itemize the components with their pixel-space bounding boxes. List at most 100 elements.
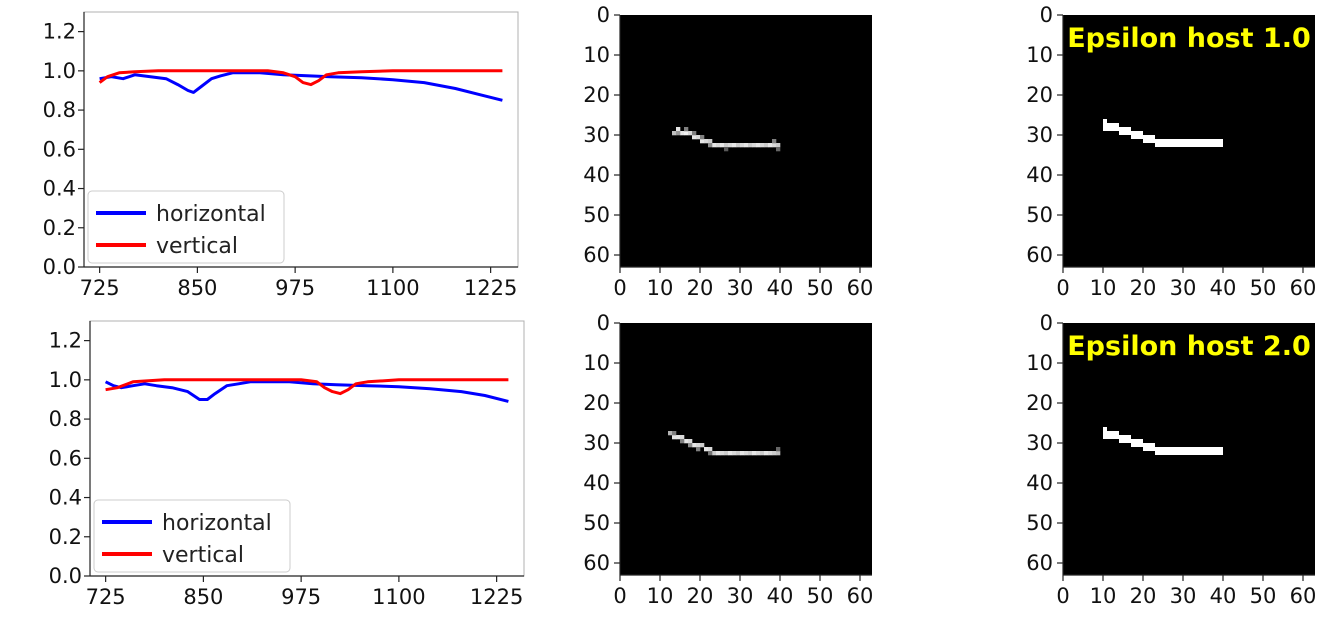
bottom-middle-x-tick-label: 10 (647, 584, 674, 608)
top-left-x-tick-label: 725 (80, 276, 120, 300)
top-middle-x-tick-label: 40 (767, 276, 794, 300)
bottom-right-stroke-segment (1143, 443, 1155, 451)
bottom-left-x-tick-label: 1100 (372, 585, 425, 609)
bottom-middle-stroke-pixel (708, 451, 713, 456)
bottom-right-x-tick-label: 20 (1130, 584, 1157, 608)
bottom-middle-stroke-pixel (736, 451, 741, 456)
bottom-left-x-tick-label: 850 (183, 585, 223, 609)
top-middle-stroke-pixel (772, 139, 777, 144)
top-middle-stroke-pixel (700, 135, 705, 140)
bottom-right-x-tick-label: 30 (1170, 584, 1197, 608)
top-middle-stroke-pixel (692, 131, 697, 136)
top-middle-stroke-pixel (740, 143, 745, 148)
top-middle-stroke-pixel (684, 127, 689, 132)
top-middle-y-tick-label: 40 (583, 163, 610, 187)
top-middle-y-tick-label: 10 (583, 43, 610, 67)
bottom-middle-stroke-pixel (684, 439, 689, 444)
bottom-middle-stroke-pixel (680, 439, 685, 444)
bottom-left-y-tick-label: 1.2 (49, 329, 82, 353)
bottom-middle-x-tick-label: 40 (767, 584, 794, 608)
top-right-image-title: Epsilon host 1.0 (1067, 23, 1311, 54)
top-middle-y-tick-label: 20 (583, 83, 610, 107)
top-right-x-tick-label: 20 (1130, 276, 1157, 300)
top-middle-image-background (620, 15, 872, 267)
top-middle-stroke-pixel (724, 147, 729, 152)
bottom-right-x-tick-label: 10 (1090, 584, 1117, 608)
bottom-right-x-tick-label: 60 (1290, 584, 1317, 608)
top-left-legend-label-horizontal: horizontal (156, 202, 266, 227)
top-middle-x-tick-label: 20 (687, 276, 714, 300)
bottom-left-y-tick-label: 0.0 (49, 564, 82, 588)
top-middle-x-tick-label: 50 (807, 276, 834, 300)
top-middle-stroke-pixel (768, 143, 773, 148)
bottom-middle-stroke-pixel (668, 431, 673, 436)
bottom-middle-stroke-pixel (672, 431, 677, 436)
top-middle-y-tick-label: 30 (583, 123, 610, 147)
bottom-middle-stroke-pixel (744, 451, 749, 456)
top-middle-stroke-pixel (776, 143, 781, 148)
top-middle-y-tick-label: 0 (597, 3, 610, 27)
top-middle-stroke-pixel (760, 143, 765, 148)
top-middle-stroke-pixel (708, 143, 713, 148)
top-right-y-tick-label: 30 (1026, 123, 1053, 147)
bottom-middle-stroke-pixel (740, 451, 745, 456)
bottom-left-y-tick-label: 0.8 (49, 407, 82, 431)
bottom-right-stroke-segment (1119, 435, 1131, 443)
top-middle-stroke-pixel (772, 143, 777, 148)
bottom-middle-stroke-pixel (696, 443, 701, 448)
bottom-right-x-tick-label: 40 (1210, 584, 1237, 608)
top-middle-stroke-pixel (676, 131, 681, 136)
top-middle-x-tick-label: 30 (727, 276, 754, 300)
top-right-stroke-segment (1155, 139, 1163, 147)
bottom-left-y-tick-label: 0.4 (49, 486, 82, 510)
bottom-middle-stroke-pixel (776, 451, 781, 456)
top-left-y-tick-label: 0.6 (43, 137, 76, 161)
top-middle-stroke-pixel (680, 131, 685, 136)
top-middle-stroke-pixel (724, 143, 729, 148)
top-right-stroke-segment (1143, 135, 1155, 143)
bottom-middle-stroke-pixel (776, 447, 781, 452)
bottom-middle-stroke-pixel (688, 439, 693, 444)
top-middle-stroke-pixel (708, 139, 713, 144)
bottom-middle-stroke-pixel (772, 451, 777, 456)
bottom-middle-y-tick-label: 10 (583, 351, 610, 375)
top-right-x-tick-label: 50 (1250, 276, 1277, 300)
bottom-right-stroke-segment (1155, 447, 1163, 455)
top-middle-y-tick-label: 50 (583, 203, 610, 227)
line-chart-top: 0.0 0.2 0.4 0.6 0.8 1.0 1.2 725 850 975 1100 1225 ho… (43, 11, 519, 300)
bottom-left-x-tick-label: 725 (86, 585, 126, 609)
top-middle-stroke-pixel (704, 139, 709, 144)
top-middle-stroke-pixel (720, 143, 725, 148)
top-middle-stroke-pixel (728, 143, 733, 148)
top-middle-x-tick-label: 60 (847, 276, 874, 300)
bottom-right-y-tick-label: 0 (1040, 311, 1053, 335)
top-right-x-tick-label: 10 (1090, 276, 1117, 300)
top-right-x-tick-label: 40 (1210, 276, 1237, 300)
top-left-legend-label-vertical: vertical (156, 234, 238, 259)
bottom-middle-y-tick-label: 0 (597, 311, 610, 335)
bottom-middle-y-tick-label: 20 (583, 391, 610, 415)
bottom-left-x-tick-label: 1225 (470, 585, 523, 609)
bottom-right-x-tick-label: 0 (1056, 584, 1069, 608)
top-left-y-tick-label: 0.0 (43, 255, 76, 279)
top-left-legend: horizontal vertical (87, 190, 285, 264)
top-right-stroke-segment (1131, 131, 1143, 139)
top-middle-x-tick-label: 10 (647, 276, 674, 300)
bottom-right-stroke-segment (1103, 427, 1107, 439)
line-chart-bottom: 0.0 0.2 0.4 0.6 0.8 1.0 1.2 725 850 975 1100 1225 ho… (49, 320, 525, 609)
bottom-middle-x-tick-label: 50 (807, 584, 834, 608)
bottom-middle-x-tick-label: 0 (613, 584, 626, 608)
top-middle-stroke-pixel (712, 143, 717, 148)
bottom-middle-stroke-pixel (760, 451, 765, 456)
bottom-middle-stroke-pixel (680, 435, 685, 440)
bottom-left-series-vertical (105, 378, 509, 396)
bottom-left-y-tick-label: 0.6 (49, 446, 82, 470)
top-left-y-tick-label: 0.4 (43, 177, 76, 201)
bottom-left-y-tick-label: 0.2 (49, 525, 82, 549)
bottom-middle-stroke-pixel (692, 443, 697, 448)
bottom-middle-stroke-pixel (676, 435, 681, 440)
top-right-x-tick-label: 60 (1290, 276, 1317, 300)
bottom-right-stroke-segment (1107, 431, 1119, 439)
bottom-middle-stroke-pixel (724, 451, 729, 456)
